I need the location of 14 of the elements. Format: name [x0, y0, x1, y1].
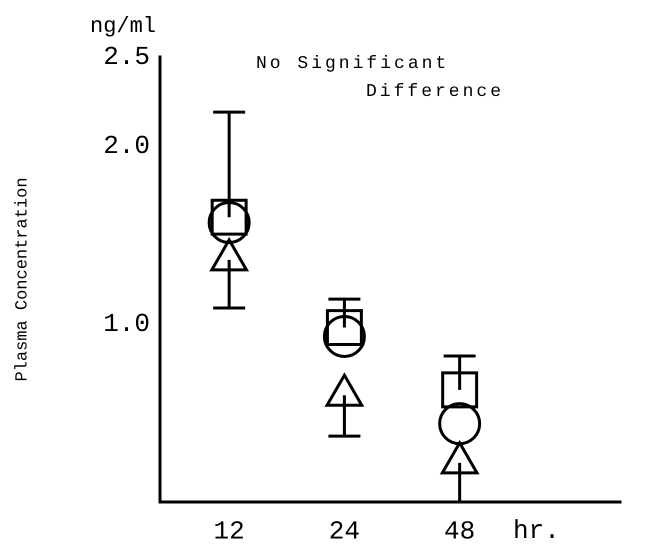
annotation: No Significant Difference	[256, 53, 506, 104]
point	[322, 314, 366, 358]
x-tick-label: 48	[444, 516, 476, 546]
x-axis-title: hr.	[513, 516, 560, 546]
y-tick-label: 1.0	[103, 308, 150, 339]
y-tick-label: 2.0	[103, 130, 150, 161]
x-tick-label: 12	[214, 516, 245, 546]
y-axis-title: Plasma Concentration	[14, 177, 33, 382]
x-tick-label: 24	[328, 516, 360, 546]
point	[441, 371, 478, 408]
point	[208, 201, 251, 244]
y-tick-label: 2.5	[103, 42, 150, 72]
text: ng/ml	[90, 14, 158, 39]
point	[438, 402, 482, 446]
